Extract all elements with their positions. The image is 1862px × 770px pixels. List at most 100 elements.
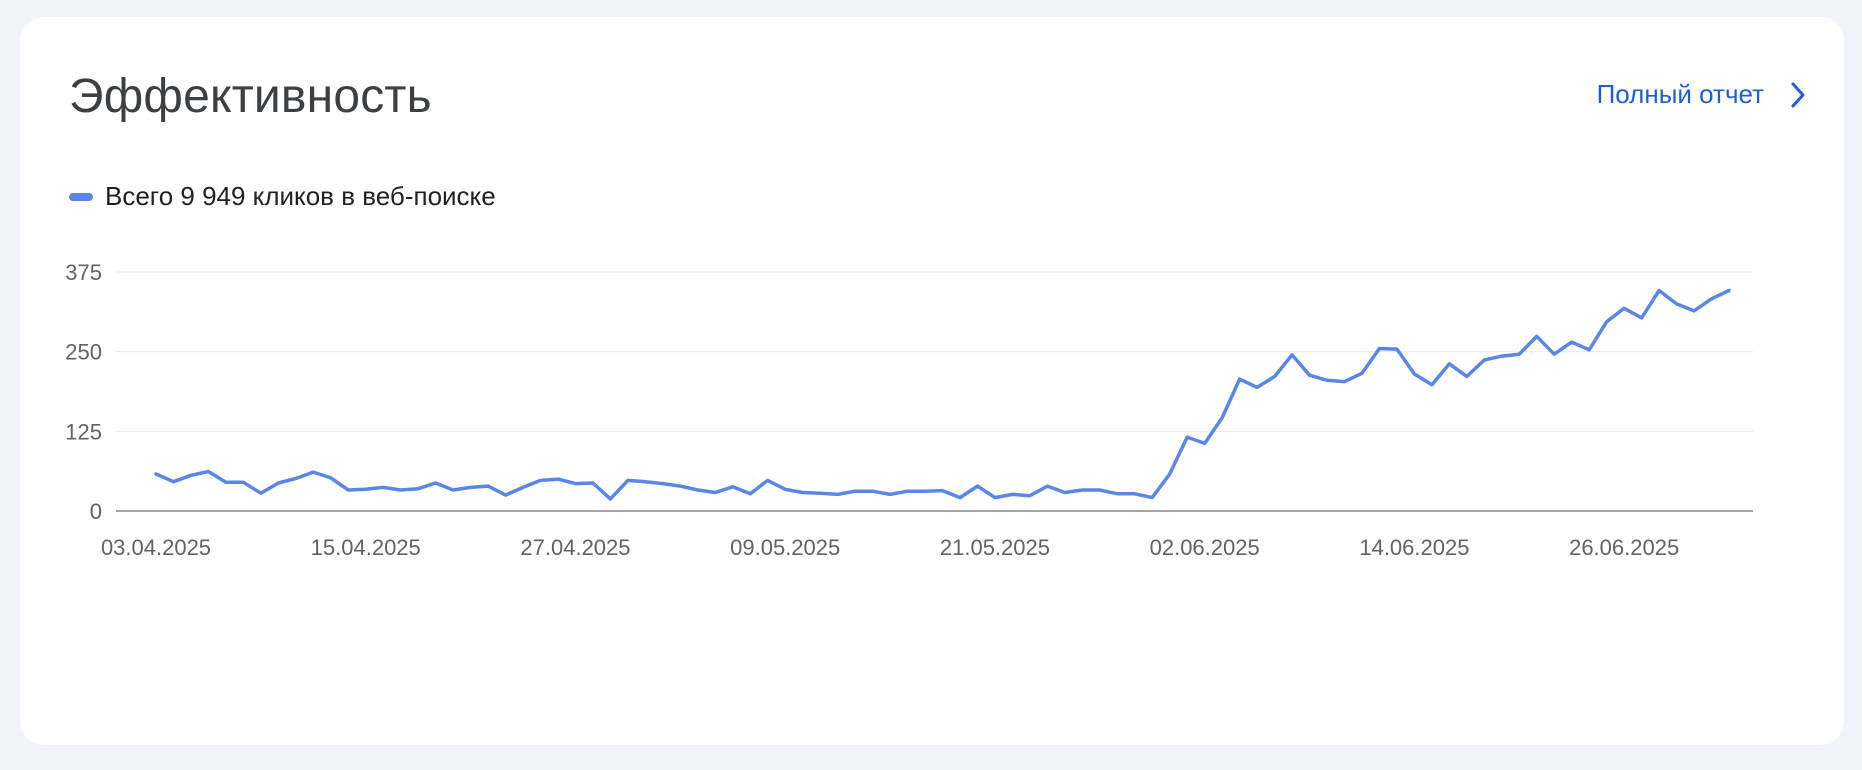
data-point[interactable] bbox=[604, 493, 616, 505]
data-point[interactable] bbox=[1059, 487, 1071, 499]
data-point[interactable] bbox=[797, 487, 809, 499]
data-point[interactable] bbox=[779, 483, 791, 495]
data-point[interactable] bbox=[1443, 358, 1455, 370]
data-point[interactable] bbox=[1513, 348, 1525, 360]
data-point[interactable] bbox=[430, 477, 442, 489]
data-point[interactable] bbox=[657, 478, 669, 490]
data-point[interactable] bbox=[1706, 293, 1718, 305]
data-point[interactable] bbox=[185, 469, 197, 481]
data-point[interactable] bbox=[1269, 371, 1281, 383]
data-point[interactable] bbox=[150, 468, 162, 480]
data-point[interactable] bbox=[307, 466, 319, 478]
data-point[interactable] bbox=[1251, 381, 1263, 393]
data-point[interactable] bbox=[849, 485, 861, 497]
data-point[interactable] bbox=[1636, 312, 1648, 324]
data-point[interactable] bbox=[919, 485, 931, 497]
data-point[interactable] bbox=[832, 488, 844, 500]
data-point[interactable] bbox=[1321, 374, 1333, 386]
data-point[interactable] bbox=[412, 483, 424, 495]
data-point[interactable] bbox=[639, 476, 651, 488]
data-point[interactable] bbox=[202, 465, 214, 477]
data-point[interactable] bbox=[342, 484, 354, 496]
full-report-label: Полный отчет bbox=[1596, 79, 1764, 109]
data-point[interactable] bbox=[1723, 284, 1735, 296]
data-point[interactable] bbox=[465, 481, 477, 493]
data-point[interactable] bbox=[395, 484, 407, 496]
data-point[interactable] bbox=[325, 472, 337, 484]
data-point[interactable] bbox=[1391, 343, 1403, 355]
data-point[interactable] bbox=[1671, 298, 1683, 310]
data-point[interactable] bbox=[937, 485, 949, 497]
data-point[interactable] bbox=[290, 472, 302, 484]
data-point[interactable] bbox=[1531, 330, 1543, 342]
data-point[interactable] bbox=[1566, 336, 1578, 348]
data-point[interactable] bbox=[1234, 373, 1246, 385]
data-point[interactable] bbox=[1373, 342, 1385, 354]
data-point[interactable] bbox=[482, 480, 494, 492]
data-point[interactable] bbox=[1041, 480, 1053, 492]
data-point[interactable] bbox=[552, 473, 564, 485]
data-point[interactable] bbox=[674, 480, 686, 492]
data-point[interactable] bbox=[237, 476, 249, 488]
data-point[interactable] bbox=[744, 488, 756, 500]
data-point[interactable] bbox=[1304, 369, 1316, 381]
data-point[interactable] bbox=[1199, 437, 1211, 449]
data-point[interactable] bbox=[1426, 379, 1438, 391]
data-point[interactable] bbox=[709, 487, 721, 499]
data-point[interactable] bbox=[220, 476, 232, 488]
data-point[interactable] bbox=[1076, 484, 1088, 496]
data-point[interactable] bbox=[814, 487, 826, 499]
chart-gridlines bbox=[116, 271, 1753, 512]
data-point[interactable] bbox=[1286, 349, 1298, 361]
data-point[interactable] bbox=[1583, 344, 1595, 356]
data-point[interactable] bbox=[1356, 367, 1368, 379]
data-point[interactable] bbox=[1601, 316, 1613, 328]
data-point[interactable] bbox=[517, 481, 529, 493]
data-point[interactable] bbox=[1548, 348, 1560, 360]
data-point[interactable] bbox=[1216, 412, 1228, 424]
legend-label: Всего 9 949 кликов в веб-поиске bbox=[105, 181, 496, 211]
data-point[interactable] bbox=[255, 487, 267, 499]
data-point[interactable] bbox=[1496, 350, 1508, 362]
x-tick-label: 21.05.2025 bbox=[940, 535, 1050, 560]
data-point[interactable] bbox=[1094, 484, 1106, 496]
data-point[interactable] bbox=[1338, 376, 1350, 388]
data-point[interactable] bbox=[377, 481, 389, 493]
data-point[interactable] bbox=[884, 488, 896, 500]
data-point[interactable] bbox=[727, 481, 739, 493]
data-point[interactable] bbox=[989, 492, 1001, 504]
data-point[interactable] bbox=[1111, 488, 1123, 500]
data-point[interactable] bbox=[971, 480, 983, 492]
data-point[interactable] bbox=[1461, 371, 1473, 383]
data-point[interactable] bbox=[1129, 488, 1141, 500]
x-tick-label: 09.05.2025 bbox=[730, 535, 840, 560]
data-point[interactable] bbox=[447, 484, 459, 496]
data-point[interactable] bbox=[272, 477, 284, 489]
data-point[interactable] bbox=[1618, 302, 1630, 314]
data-point[interactable] bbox=[587, 477, 599, 489]
data-point[interactable] bbox=[1006, 488, 1018, 500]
data-point[interactable] bbox=[360, 483, 372, 495]
data-point[interactable] bbox=[622, 474, 634, 486]
data-point[interactable] bbox=[692, 484, 704, 496]
data-point[interactable] bbox=[1478, 354, 1490, 366]
series-line-clicks bbox=[154, 288, 1731, 501]
data-point[interactable] bbox=[500, 489, 512, 501]
data-point[interactable] bbox=[1164, 468, 1176, 480]
data-point[interactable] bbox=[762, 474, 774, 486]
data-point[interactable] bbox=[167, 476, 179, 488]
data-point[interactable] bbox=[902, 485, 914, 497]
data-point[interactable] bbox=[954, 492, 966, 504]
data-point[interactable] bbox=[569, 478, 581, 490]
data-point[interactable] bbox=[1688, 305, 1700, 317]
data-point[interactable] bbox=[1181, 431, 1193, 443]
chart-legend[interactable]: Всего 9 949 кликов в веб-поиске bbox=[69, 181, 496, 212]
full-report-link[interactable]: Полный отчет bbox=[1597, 79, 1806, 110]
data-point[interactable] bbox=[867, 485, 879, 497]
legend-swatch bbox=[69, 192, 93, 201]
data-point[interactable] bbox=[1408, 368, 1420, 380]
data-point[interactable] bbox=[535, 474, 547, 486]
data-point[interactable] bbox=[1146, 492, 1158, 504]
data-point[interactable] bbox=[1653, 284, 1665, 296]
data-point[interactable] bbox=[1024, 490, 1036, 502]
